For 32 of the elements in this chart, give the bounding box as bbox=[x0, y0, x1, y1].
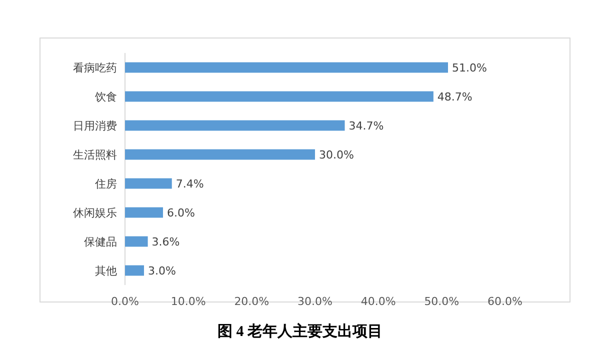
y-tick-label: 保健品 bbox=[84, 236, 117, 248]
bar bbox=[125, 62, 448, 73]
data-label: 6.0% bbox=[167, 206, 195, 220]
x-tick-label: 0.0% bbox=[111, 295, 139, 308]
x-tick-label: 40.0% bbox=[360, 295, 396, 308]
data-label: 3.6% bbox=[152, 236, 180, 248]
bar bbox=[125, 178, 172, 189]
text: 图 4 老年人主要支出项目 bbox=[218, 322, 382, 340]
data-label: 7.4% bbox=[176, 178, 204, 190]
x-tick-label: 10.0% bbox=[170, 295, 206, 308]
data-label: 3.0% bbox=[148, 264, 176, 278]
y-tick-label: 看病吃药 bbox=[73, 62, 117, 74]
bar bbox=[125, 91, 434, 102]
bar bbox=[125, 265, 144, 276]
bar bbox=[125, 149, 315, 160]
data-label: 51.0% bbox=[452, 62, 487, 74]
bar bbox=[125, 236, 148, 247]
bar bbox=[125, 120, 345, 131]
data-label: 34.7% bbox=[348, 120, 384, 132]
y-tick-label: 休闲娱乐 bbox=[73, 206, 117, 220]
x-tick-label: 20.0% bbox=[234, 295, 270, 308]
data-label: 30.0% bbox=[319, 148, 354, 162]
y-tick-label: 生活照料 bbox=[73, 148, 117, 162]
y-tick-label: 其他 bbox=[95, 264, 117, 278]
y-tick-label: 住房 bbox=[95, 178, 117, 190]
x-tick-label: 50.0% bbox=[424, 295, 460, 308]
x-tick-label: 30.0% bbox=[298, 295, 332, 308]
y-tick-label: 日用消费 bbox=[73, 120, 117, 132]
data-label: 48.7% bbox=[437, 90, 472, 104]
y-tick-label: 饮食 bbox=[94, 90, 117, 104]
bar bbox=[125, 207, 163, 218]
x-tick-label: 60.0% bbox=[488, 295, 522, 308]
